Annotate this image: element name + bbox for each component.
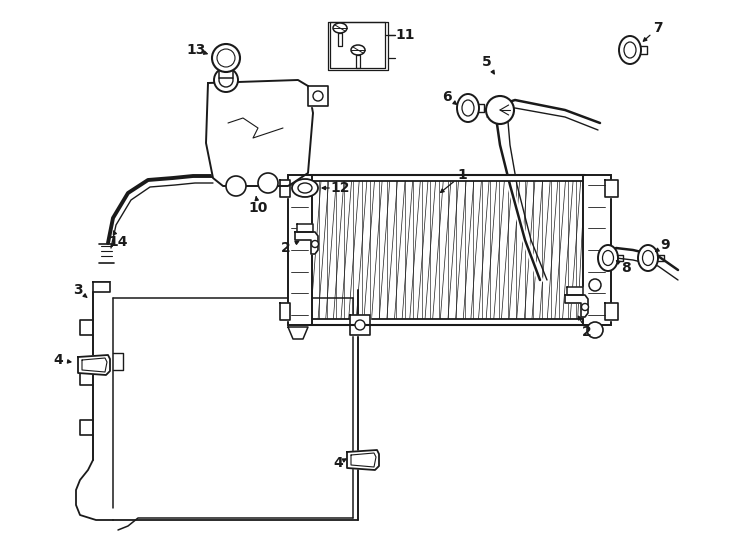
Text: 7: 7: [653, 21, 663, 35]
Text: 11: 11: [395, 28, 415, 42]
Polygon shape: [567, 287, 583, 295]
Ellipse shape: [624, 42, 636, 58]
Circle shape: [589, 279, 601, 291]
Circle shape: [313, 91, 323, 101]
Circle shape: [226, 176, 246, 196]
Bar: [583, 175, 611, 325]
Ellipse shape: [457, 94, 479, 122]
Bar: [288, 175, 312, 325]
Polygon shape: [605, 180, 618, 197]
Ellipse shape: [603, 251, 614, 266]
Bar: [310, 175, 585, 325]
Circle shape: [214, 68, 238, 92]
Text: 2: 2: [281, 241, 291, 255]
Polygon shape: [93, 282, 110, 292]
Polygon shape: [295, 232, 318, 254]
Text: 12: 12: [330, 181, 349, 195]
Polygon shape: [565, 295, 588, 317]
Polygon shape: [297, 224, 313, 232]
Polygon shape: [605, 303, 618, 320]
Text: 13: 13: [186, 43, 206, 57]
Circle shape: [587, 322, 603, 338]
Ellipse shape: [298, 183, 312, 193]
Polygon shape: [206, 80, 313, 186]
Circle shape: [212, 44, 240, 72]
Text: 3: 3: [73, 283, 83, 297]
Circle shape: [311, 240, 319, 247]
Polygon shape: [78, 355, 110, 375]
Ellipse shape: [642, 251, 653, 266]
Circle shape: [217, 49, 235, 67]
Text: 14: 14: [108, 235, 128, 249]
Bar: [310, 319, 585, 325]
Circle shape: [258, 173, 278, 193]
Text: 8: 8: [621, 261, 631, 275]
Text: 6: 6: [442, 90, 452, 104]
Bar: [310, 175, 585, 181]
Text: 5: 5: [482, 55, 492, 69]
Bar: [219, 70, 233, 78]
Ellipse shape: [462, 100, 474, 116]
Polygon shape: [288, 327, 308, 339]
Ellipse shape: [351, 45, 365, 55]
Ellipse shape: [333, 23, 347, 33]
Ellipse shape: [619, 36, 641, 64]
Text: 9: 9: [660, 238, 670, 252]
Polygon shape: [280, 180, 290, 197]
Text: 4: 4: [333, 456, 343, 470]
Polygon shape: [347, 450, 379, 470]
Text: 1: 1: [457, 168, 467, 182]
Circle shape: [486, 96, 514, 124]
Circle shape: [581, 303, 589, 310]
Polygon shape: [350, 315, 370, 335]
Text: 10: 10: [248, 201, 268, 215]
Circle shape: [219, 73, 233, 87]
Ellipse shape: [638, 245, 658, 271]
Polygon shape: [280, 303, 290, 320]
Text: 2: 2: [582, 325, 592, 339]
Polygon shape: [308, 86, 328, 106]
Ellipse shape: [292, 179, 318, 197]
Circle shape: [355, 320, 365, 330]
Ellipse shape: [598, 245, 618, 271]
Text: 4: 4: [53, 353, 63, 367]
